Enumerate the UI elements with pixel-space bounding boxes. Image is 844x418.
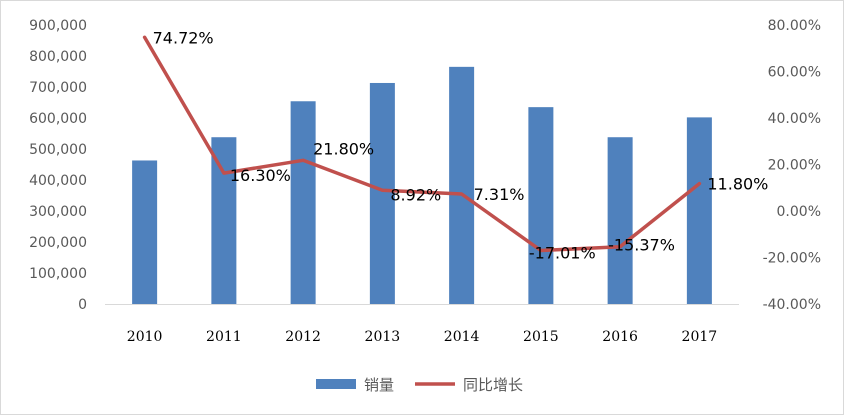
data-labels: 74.72% 16.30% 21.80% 8.92% 7.31% -17.01% -15.3… — [153, 28, 769, 262]
x-tick-label: 2014 — [444, 329, 480, 345]
left-tick-label: 900,000 — [29, 18, 87, 34]
right-tick-label: -20.00% — [763, 251, 821, 267]
growth-data-label: 11.80% — [707, 175, 768, 194]
left-tick-label: 300,000 — [29, 204, 87, 220]
x-axis: 2010 2011 2012 2013 2014 2015 2016 2017 — [127, 329, 717, 345]
growth-data-label: 74.72% — [153, 28, 214, 47]
left-tick-label: 100,000 — [29, 266, 87, 282]
left-tick-label: 800,000 — [29, 49, 87, 65]
growth-data-label: 7.31% — [474, 185, 525, 204]
left-axis: 0 100,000 200,000 300,000 400,000 500,000 600,… — [29, 18, 87, 313]
legend-swatch-bar — [316, 379, 356, 389]
right-axis: -40.00% -20.00% 0.00% 20.00% 40.00% 60.00% 80.… — [763, 18, 821, 313]
left-tick-label: 200,000 — [29, 235, 87, 251]
bar — [449, 66, 475, 304]
right-tick-label: 40.00% — [768, 111, 821, 127]
left-tick-label: 400,000 — [29, 173, 87, 189]
bar — [528, 107, 554, 305]
right-tick-label: 60.00% — [768, 65, 821, 81]
x-tick-label: 2013 — [365, 329, 401, 345]
bar — [607, 137, 633, 304]
bar — [211, 137, 237, 304]
left-tick-label: 600,000 — [29, 111, 87, 127]
bar — [290, 101, 316, 304]
bar — [369, 82, 395, 304]
growth-data-label: 21.80% — [313, 139, 374, 158]
legend-label-bar: 销量 — [364, 376, 394, 394]
right-tick-label: 0.00% — [777, 204, 821, 220]
left-tick-label: 0 — [78, 297, 87, 313]
growth-data-label: -15.37% — [608, 236, 675, 255]
growth-data-label: -17.01% — [529, 244, 596, 263]
growth-line — [142, 35, 702, 253]
bar — [686, 117, 712, 304]
bar-series — [132, 66, 712, 305]
right-tick-label: 80.00% — [768, 18, 821, 34]
growth-data-label: 16.30% — [230, 166, 291, 185]
x-tick-label: 2011 — [206, 329, 242, 345]
growth-data-label: 8.92% — [390, 185, 441, 204]
left-tick-label: 700,000 — [29, 80, 87, 96]
x-tick-label: 2016 — [602, 329, 638, 345]
bar — [132, 160, 158, 304]
x-tick-label: 2015 — [523, 329, 559, 345]
left-tick-label: 500,000 — [29, 142, 87, 158]
x-tick-label: 2012 — [285, 329, 321, 345]
x-tick-label: 2010 — [127, 329, 163, 345]
x-tick-label: 2017 — [682, 329, 718, 345]
right-tick-label: -40.00% — [763, 297, 821, 313]
legend: 销量 同比增长 — [316, 376, 523, 394]
legend-label-line: 同比增长 — [463, 376, 523, 394]
right-tick-label: 20.00% — [768, 158, 821, 174]
